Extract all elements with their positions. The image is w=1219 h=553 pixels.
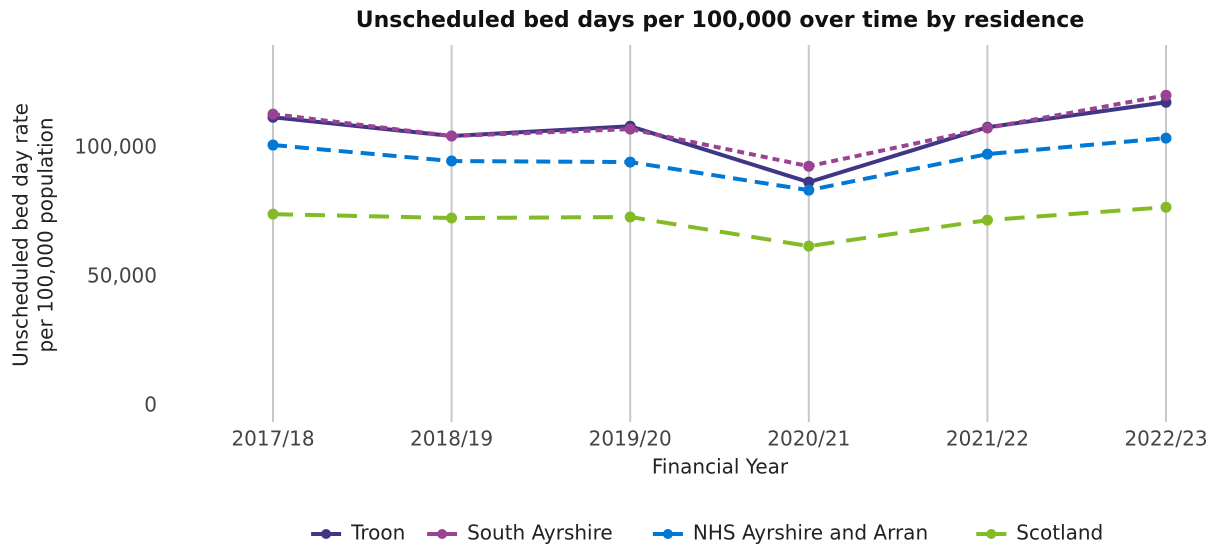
point bbox=[267, 208, 279, 220]
x-axis-label: Financial Year bbox=[652, 455, 789, 479]
legend-item: Scotland bbox=[976, 521, 1103, 545]
x-tick-label: 2020/21 bbox=[767, 427, 850, 451]
legend-item: Troon bbox=[311, 521, 405, 545]
x-tick-label: 2022/23 bbox=[1124, 427, 1207, 451]
point bbox=[624, 211, 636, 223]
point bbox=[1160, 89, 1172, 101]
legend-label: Troon bbox=[350, 521, 405, 545]
y-tick-label: 50,000 bbox=[87, 264, 157, 288]
point bbox=[1160, 132, 1172, 144]
chart-title: Unscheduled bed days per 100,000 over ti… bbox=[356, 8, 1085, 33]
legend-label: NHS Ayrshire and Arran bbox=[693, 521, 928, 545]
point bbox=[624, 123, 636, 135]
y-tick-label: 0 bbox=[144, 393, 157, 417]
legend-swatch bbox=[986, 529, 997, 539]
x-tick-label: 2018/19 bbox=[410, 427, 493, 451]
x-tick-label: 2019/20 bbox=[589, 427, 672, 451]
y-axis-label: Unscheduled bed day rate bbox=[9, 103, 33, 367]
point bbox=[981, 122, 993, 134]
point bbox=[981, 214, 993, 226]
legend-swatch bbox=[437, 529, 448, 539]
point bbox=[446, 130, 458, 142]
point bbox=[446, 212, 458, 224]
point bbox=[1160, 201, 1172, 213]
line bbox=[272, 100, 1167, 185]
point bbox=[446, 155, 458, 167]
point bbox=[803, 176, 815, 188]
point bbox=[803, 160, 815, 172]
x-tick-label: 2021/22 bbox=[946, 427, 1029, 451]
legend-item: South Ayrshire bbox=[427, 521, 613, 545]
point bbox=[981, 148, 993, 160]
legend-label: South Ayrshire bbox=[467, 521, 613, 545]
legend-swatch bbox=[321, 529, 332, 539]
point bbox=[624, 156, 636, 168]
line bbox=[272, 205, 1167, 249]
line bbox=[272, 93, 1167, 169]
x-tick-label: 2017/18 bbox=[231, 427, 314, 451]
legend-swatch bbox=[662, 529, 673, 539]
legend-label: Scotland bbox=[1016, 521, 1103, 545]
line bbox=[272, 136, 1167, 193]
y-tick-label: 100,000 bbox=[74, 135, 157, 159]
legend-item: NHS Ayrshire and Arran bbox=[652, 521, 928, 545]
point bbox=[803, 240, 815, 252]
point bbox=[267, 139, 279, 151]
point bbox=[267, 108, 279, 120]
point bbox=[803, 184, 815, 196]
y-axis-label: per 100,000 population bbox=[34, 117, 58, 352]
